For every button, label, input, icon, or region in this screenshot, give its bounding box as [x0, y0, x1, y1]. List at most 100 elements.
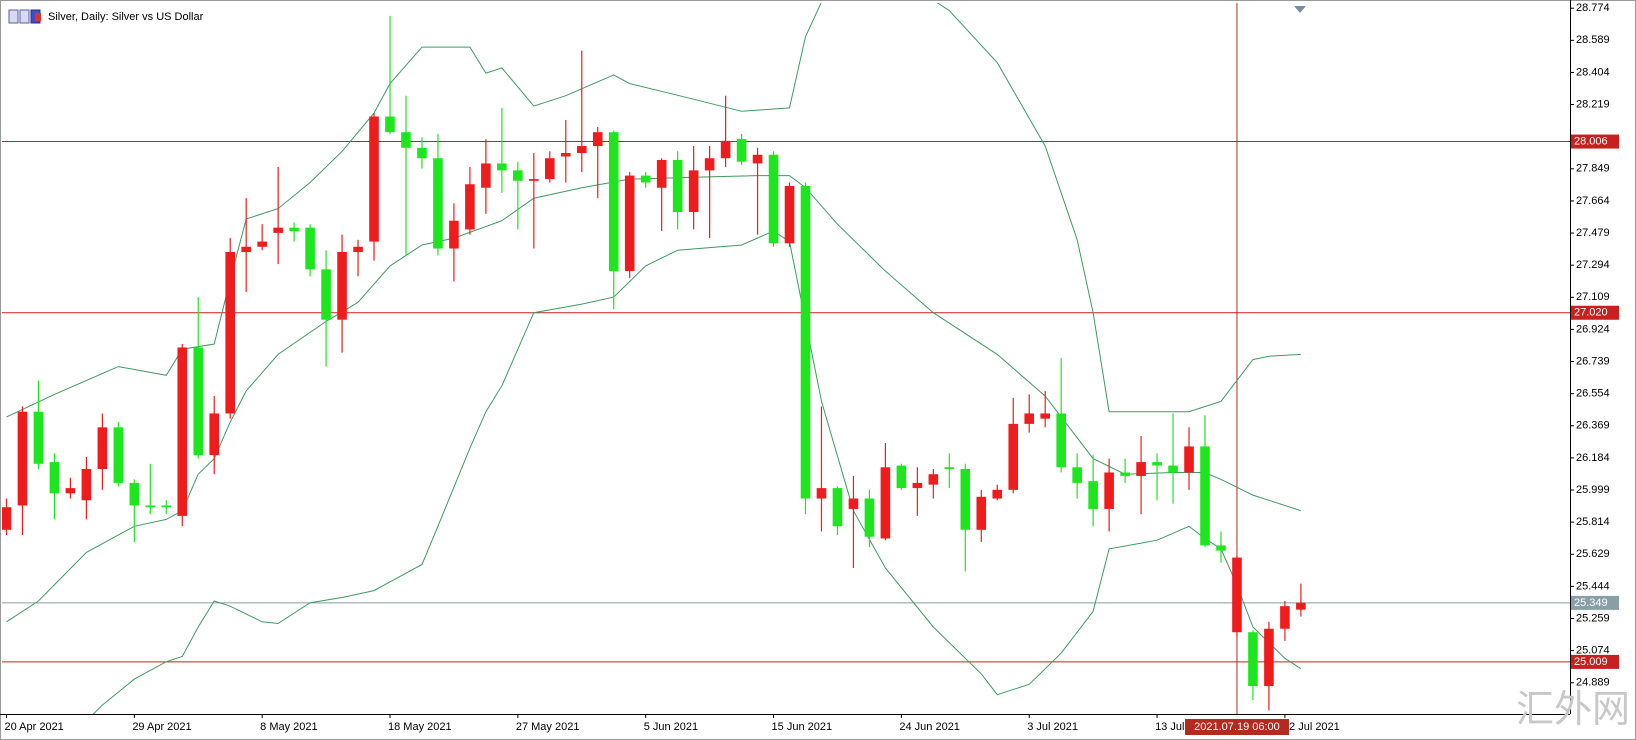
candle-body — [928, 474, 939, 485]
candle-body — [177, 347, 188, 516]
candle-body — [1248, 632, 1258, 687]
candle-body — [241, 246, 251, 252]
level-label-box — [1571, 134, 1619, 149]
level-label: 25.349 — [1574, 597, 1608, 609]
candle-body — [113, 427, 124, 483]
candle-body — [1120, 472, 1130, 476]
candle-body — [992, 489, 1003, 499]
y-tick-label: 26.554 — [1576, 388, 1610, 400]
candle-body — [433, 158, 443, 249]
candle-body — [912, 482, 923, 489]
level-label: 28.006 — [1574, 135, 1608, 147]
candle-body — [1296, 602, 1306, 610]
candle-body — [161, 505, 172, 508]
y-tick-label: 27.664 — [1576, 195, 1610, 207]
candle-body — [1152, 462, 1162, 466]
x-tick-label: 27 May 2021 — [516, 721, 580, 733]
candle-body — [960, 469, 971, 530]
candle-body — [1072, 467, 1082, 483]
icon — [35, 13, 41, 21]
candle-body — [752, 154, 763, 164]
candle-body — [401, 132, 411, 148]
candle-body — [1056, 413, 1066, 468]
y-tick-label: 26.924 — [1576, 323, 1610, 335]
candle-body — [768, 154, 779, 244]
candle-body — [321, 269, 331, 320]
candle-body — [129, 482, 140, 506]
icon — [8, 9, 19, 24]
candle-body — [1040, 413, 1050, 419]
candle-body — [640, 175, 651, 183]
y-tick-label: 28.589 — [1576, 34, 1610, 46]
y-tick-label: 27.294 — [1576, 259, 1610, 271]
level-label-box — [1571, 595, 1619, 610]
y-tick-label: 25.074 — [1576, 645, 1610, 657]
candle-body — [560, 153, 571, 157]
candle-body — [81, 469, 92, 501]
candle-body — [417, 147, 427, 159]
candle-body — [688, 170, 699, 213]
candle-body — [1184, 446, 1194, 473]
candle-body — [513, 170, 523, 181]
y-tick-label: 25.814 — [1576, 516, 1610, 528]
candle-body — [1216, 545, 1226, 551]
candle-body — [1104, 472, 1114, 509]
y-tick-label: 26.739 — [1576, 355, 1610, 367]
candle-body — [2, 507, 12, 530]
candle-body — [1024, 413, 1035, 424]
y-tick-label: 26.369 — [1576, 420, 1610, 432]
chart-title: Silver, Daily: Silver vs US Dollar — [48, 11, 204, 23]
candle-body — [608, 132, 619, 272]
candle-body — [257, 241, 267, 247]
candle-body — [49, 462, 60, 494]
x-tick-label: 22 Jul 2021 — [1283, 721, 1340, 733]
level-label-box — [1571, 654, 1619, 669]
candle-body — [529, 179, 539, 181]
y-tick-label: 27.479 — [1576, 227, 1610, 239]
candle-body — [1136, 462, 1146, 476]
watermark: 汇外网 — [1516, 689, 1630, 731]
candle-body — [465, 184, 475, 230]
candle-body — [816, 488, 827, 499]
candle-body — [864, 498, 875, 537]
y-tick-label: 27.849 — [1576, 163, 1610, 175]
candle-body — [944, 467, 955, 470]
chart-icons — [8, 9, 41, 24]
candle-body — [1264, 628, 1274, 687]
level-label-box — [1571, 305, 1619, 320]
candle-body — [305, 227, 315, 270]
x-tick-label: 15 Jun 2021 — [772, 721, 833, 733]
candle-body — [369, 116, 379, 242]
candle-body — [225, 251, 235, 414]
candle-body — [896, 465, 907, 489]
candle-body — [800, 186, 811, 499]
shift-marker — [1294, 6, 1306, 13]
candle-body — [624, 175, 635, 272]
candle-body — [720, 140, 731, 159]
candle-body — [656, 159, 667, 188]
x-tick-label: 8 May 2021 — [260, 721, 317, 733]
icon — [19, 9, 30, 24]
candle-body — [145, 505, 156, 508]
candle-body — [97, 427, 108, 470]
candle-body — [1168, 465, 1178, 473]
y-tick-label: 25.999 — [1576, 484, 1610, 496]
candle-body — [481, 163, 491, 188]
candle-body — [353, 246, 363, 252]
candle-body — [1008, 423, 1019, 490]
candle-body — [832, 488, 843, 527]
y-tick-label: 28.404 — [1576, 66, 1610, 78]
candle-body — [1088, 481, 1098, 509]
candle-body — [17, 411, 28, 506]
candle-body — [209, 413, 220, 456]
x-tick-label: 18 May 2021 — [388, 721, 452, 733]
candle-body — [289, 227, 299, 232]
candle-body — [497, 163, 507, 171]
candle-body — [592, 132, 603, 147]
candle-body — [672, 159, 683, 213]
candle-body — [193, 347, 204, 456]
y-tick-label: 26.184 — [1576, 452, 1610, 464]
y-tick-label: 25.629 — [1576, 548, 1610, 560]
